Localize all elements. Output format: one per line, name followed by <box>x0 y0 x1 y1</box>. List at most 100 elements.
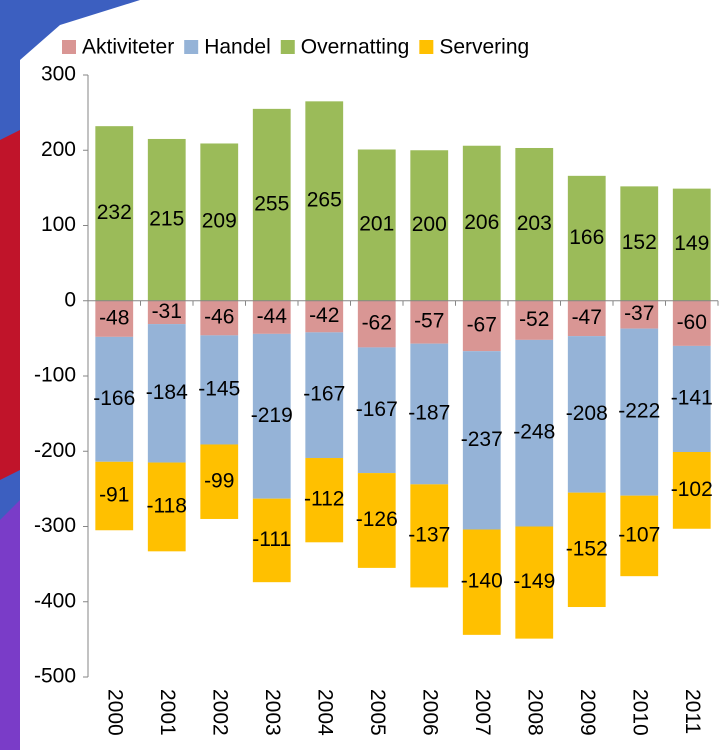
bar-segment <box>252 300 291 334</box>
data-label: 232 <box>97 201 132 224</box>
bar-segment <box>672 300 711 346</box>
data-label: -222 <box>618 400 660 423</box>
bar-segment <box>95 126 134 301</box>
data-label: 149 <box>674 232 709 255</box>
bar-segment <box>305 300 344 333</box>
x-tick-label: 2004 <box>314 689 337 736</box>
bar-segment <box>410 343 449 485</box>
data-label: -44 <box>257 305 288 328</box>
bar-segment <box>515 339 554 527</box>
data-label: -52 <box>519 308 549 331</box>
data-label: -67 <box>467 314 497 337</box>
bar-segment <box>620 186 659 301</box>
x-tick-label: 2002 <box>209 689 232 736</box>
y-tick-label: -400 <box>34 589 76 612</box>
bar-segment <box>200 300 239 336</box>
x-tick-label: 2011 <box>681 689 704 734</box>
data-label: 265 <box>307 189 342 212</box>
data-label: 200 <box>412 213 447 236</box>
bar-segment <box>95 300 134 337</box>
y-tick-label: 300 <box>41 63 76 86</box>
bar-segment <box>462 529 501 635</box>
bar-segment <box>515 147 554 301</box>
x-tick-label: 2007 <box>471 689 494 736</box>
data-label: -62 <box>362 312 392 335</box>
bar-segment <box>147 462 186 552</box>
bar-segment <box>357 347 396 474</box>
bar-segment <box>567 336 606 493</box>
legend-swatch <box>184 40 199 54</box>
legend-label: Servering <box>439 36 529 59</box>
data-label: 201 <box>359 213 394 236</box>
data-label: -47 <box>572 306 602 329</box>
bar-segment <box>252 498 291 583</box>
bar-segment <box>200 444 239 519</box>
x-tick-label: 2010 <box>629 689 652 736</box>
data-label: -248 <box>513 421 555 444</box>
legend-label: Overnatting <box>301 36 410 59</box>
data-label: -111 <box>252 528 291 551</box>
data-label: -167 <box>303 383 345 406</box>
x-tick-label: 2001 <box>156 689 179 736</box>
bar-segment <box>462 351 501 530</box>
data-label: 203 <box>517 212 552 235</box>
data-label: -187 <box>408 402 450 425</box>
y-tick-label: 100 <box>41 213 76 236</box>
bar-segment <box>357 473 396 568</box>
data-label: -46 <box>204 306 234 329</box>
data-label: -149 <box>513 570 555 593</box>
y-tick-label: 200 <box>41 138 76 161</box>
bar-segment <box>357 149 396 301</box>
bar-segment <box>410 300 449 344</box>
data-label: -112 <box>304 488 344 511</box>
bar-segment <box>515 300 554 340</box>
bar-segment <box>95 336 134 462</box>
data-label: -145 <box>198 377 240 400</box>
bar-segment <box>410 150 449 301</box>
bar-segment <box>95 461 134 531</box>
bar-segment <box>620 328 659 496</box>
bar-segment <box>620 495 659 577</box>
x-tick-label: 2006 <box>419 689 442 736</box>
bar-segment <box>147 300 186 325</box>
legend-swatch <box>419 40 434 54</box>
data-label: -152 <box>566 537 608 560</box>
y-tick-label: -300 <box>34 514 76 537</box>
data-label: 215 <box>149 207 184 230</box>
bar-segment <box>620 300 659 329</box>
data-label: -166 <box>93 387 135 410</box>
data-label: -57 <box>414 310 444 333</box>
bar-segment <box>410 484 449 588</box>
bar-segment <box>672 345 711 453</box>
bar-segment <box>305 332 344 459</box>
data-label: -126 <box>356 508 398 531</box>
data-label: 209 <box>202 210 237 233</box>
bar-segment <box>567 300 606 337</box>
bar-segment <box>567 492 606 608</box>
data-label: -102 <box>671 478 713 501</box>
data-label: -140 <box>461 570 503 593</box>
data-label: -208 <box>566 402 608 425</box>
bar-segment <box>200 335 239 445</box>
bar-segment <box>515 526 554 639</box>
bar-segment <box>305 101 344 301</box>
x-tick-label: 2008 <box>524 689 547 736</box>
data-label: -107 <box>618 523 660 546</box>
background-decoration <box>0 500 20 750</box>
bar-segment <box>462 300 501 352</box>
data-label: 255 <box>254 192 289 215</box>
y-tick-label: -500 <box>34 665 76 688</box>
legend-swatch <box>280 40 295 54</box>
data-label: -219 <box>251 404 293 427</box>
legend-swatch <box>62 40 76 54</box>
y-tick-label: -200 <box>34 439 76 462</box>
bar-segment <box>462 145 501 301</box>
data-label: -91 <box>99 484 129 507</box>
data-label: -60 <box>677 311 707 334</box>
data-label: -137 <box>408 523 450 546</box>
bar-segment <box>147 138 186 301</box>
bar-segment <box>200 143 239 301</box>
data-label: -167 <box>356 398 398 421</box>
x-tick-label: 2003 <box>261 689 284 736</box>
